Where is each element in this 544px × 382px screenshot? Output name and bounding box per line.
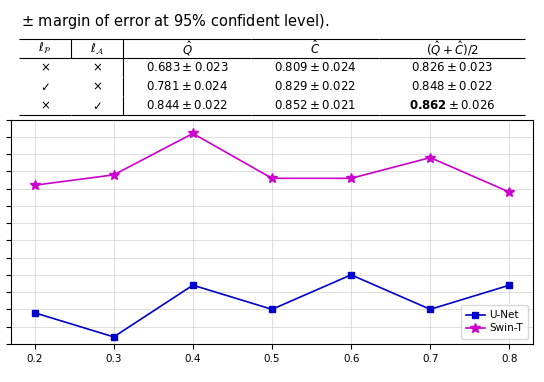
U-Net bbox=[506, 283, 512, 288]
Swin-T bbox=[506, 190, 512, 194]
Swin-T bbox=[32, 183, 38, 188]
U-Net bbox=[190, 283, 196, 288]
Swin-T bbox=[269, 176, 275, 181]
U-Net bbox=[110, 335, 117, 339]
U-Net bbox=[269, 307, 275, 312]
Line: Swin-T: Swin-T bbox=[30, 129, 514, 197]
Swin-T bbox=[190, 131, 196, 136]
Swin-T bbox=[427, 155, 434, 160]
U-Net bbox=[32, 311, 38, 315]
U-Net bbox=[427, 307, 434, 312]
U-Net bbox=[348, 272, 354, 277]
Line: U-Net: U-Net bbox=[32, 272, 512, 340]
Swin-T bbox=[348, 176, 354, 181]
Text: $\pm$ margin of error at 95% confident level).: $\pm$ margin of error at 95% confident l… bbox=[21, 11, 330, 31]
Legend: U-Net, Swin-T: U-Net, Swin-T bbox=[461, 305, 528, 338]
Swin-T bbox=[110, 173, 117, 177]
